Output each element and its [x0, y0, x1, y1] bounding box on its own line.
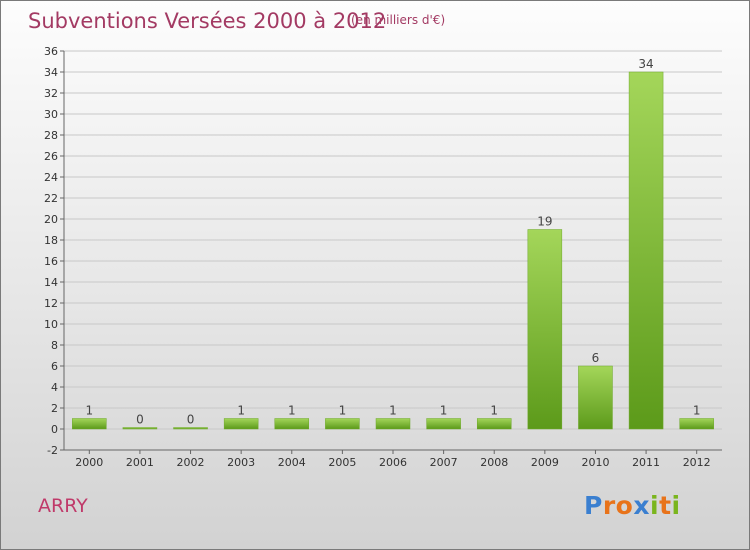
value-label: 0 — [187, 413, 195, 427]
bar — [173, 427, 208, 430]
logo-letter: r — [602, 491, 616, 520]
y-tick-label: 32 — [44, 87, 58, 100]
commune-name: ARRY — [38, 495, 88, 517]
x-tick-label: 2011 — [632, 456, 660, 469]
y-tick-label: 26 — [44, 150, 58, 163]
bar — [527, 229, 563, 430]
logo-letter: i — [671, 491, 681, 520]
y-tick-label: 16 — [44, 255, 58, 268]
y-tick-label: 36 — [44, 45, 58, 58]
x-tick-label: 2002 — [177, 456, 205, 469]
x-tick-label: 2007 — [430, 456, 458, 469]
bar — [679, 418, 714, 430]
y-tick-label: 20 — [44, 213, 58, 226]
chart-subtitle: (en milliers d'€) — [351, 13, 446, 27]
x-tick-label: 2006 — [379, 456, 407, 469]
value-label: 1 — [339, 404, 347, 418]
logo-letter: i — [650, 491, 660, 520]
x-tick-label: 2012 — [683, 456, 711, 469]
y-tick-label: 0 — [51, 423, 58, 436]
bar — [72, 418, 107, 430]
value-label: 1 — [85, 404, 93, 418]
bar — [426, 418, 461, 430]
chart-title: Subventions Versées 2000 à 2012 — [28, 9, 387, 33]
y-tick-label: 14 — [44, 276, 58, 289]
x-tick-label: 2004 — [278, 456, 306, 469]
bar — [375, 418, 411, 430]
bar — [274, 418, 310, 430]
logo-letter: P — [584, 491, 603, 520]
value-label: 19 — [537, 215, 552, 229]
value-label: 1 — [237, 404, 245, 418]
x-tick-label: 2001 — [126, 456, 154, 469]
y-tick-label: 28 — [44, 129, 58, 142]
bar — [223, 418, 259, 430]
y-tick-label: 30 — [44, 108, 58, 121]
x-tick-label: 2008 — [480, 456, 508, 469]
y-tick-label: -2 — [47, 444, 58, 457]
y-tick-label: 12 — [44, 297, 58, 310]
y-tick-label: 34 — [44, 66, 58, 79]
y-tick-label: 22 — [44, 192, 58, 205]
value-label: 0 — [136, 413, 144, 427]
proxiti-logo: Proxiti — [584, 491, 681, 520]
bar — [325, 418, 360, 430]
x-tick-label: 2010 — [581, 456, 609, 469]
value-label: 6 — [592, 351, 600, 365]
y-tick-label: 2 — [51, 402, 58, 415]
logo-letter: x — [633, 491, 650, 520]
value-label: 1 — [490, 404, 498, 418]
bar — [476, 418, 512, 430]
value-label: 1 — [389, 404, 397, 418]
x-tick-label: 2003 — [227, 456, 255, 469]
x-tick-label: 2000 — [75, 456, 103, 469]
logo-letter: o — [615, 491, 634, 520]
y-tick-label: 18 — [44, 234, 58, 247]
logo-letter: t — [659, 491, 672, 520]
x-tick-label: 2005 — [328, 456, 356, 469]
y-tick-label: 10 — [44, 318, 58, 331]
value-label: 1 — [440, 404, 448, 418]
y-tick-label: 6 — [51, 360, 58, 373]
value-label: 1 — [693, 404, 701, 418]
bar — [628, 71, 664, 430]
value-label: 1 — [288, 404, 296, 418]
y-tick-label: 24 — [44, 171, 58, 184]
value-label: 34 — [638, 57, 653, 71]
y-tick-label: 4 — [51, 381, 58, 394]
bar — [578, 365, 613, 430]
bar — [122, 427, 158, 430]
x-tick-label: 2009 — [531, 456, 559, 469]
y-tick-label: 8 — [51, 339, 58, 352]
